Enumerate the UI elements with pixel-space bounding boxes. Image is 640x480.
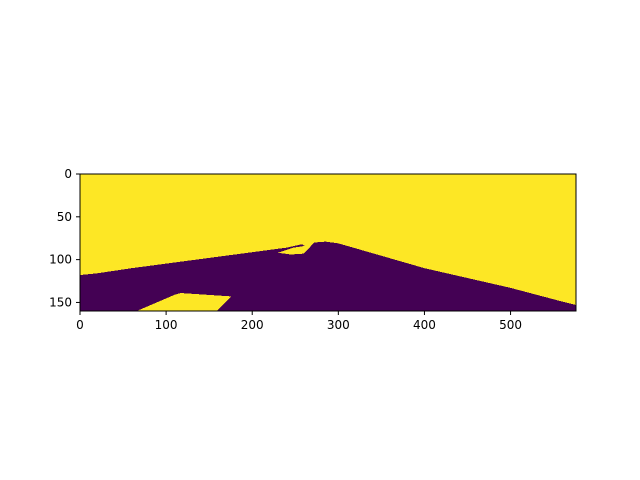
heatmap-region-1 (136, 293, 232, 311)
plot-area (79, 173, 577, 312)
y-tick-label: 0 (64, 167, 72, 181)
y-tick-label: 50 (57, 210, 72, 224)
x-tick-label: 300 (327, 318, 350, 332)
x-tick-label: 100 (155, 318, 178, 332)
x-tick-label: 400 (413, 318, 436, 332)
y-axis: 0 50 100 150 (49, 167, 80, 309)
x-tick-label: 500 (499, 318, 522, 332)
x-tick-label: 0 (76, 318, 84, 332)
y-tick-label: 100 (49, 253, 72, 267)
heatmap-region-0 (80, 241, 576, 311)
x-axis: 0 100 200 300 400 500 (76, 311, 522, 332)
y-tick-label: 150 (49, 295, 72, 309)
x-tick-label: 200 (241, 318, 264, 332)
plot-frame (79, 173, 577, 312)
